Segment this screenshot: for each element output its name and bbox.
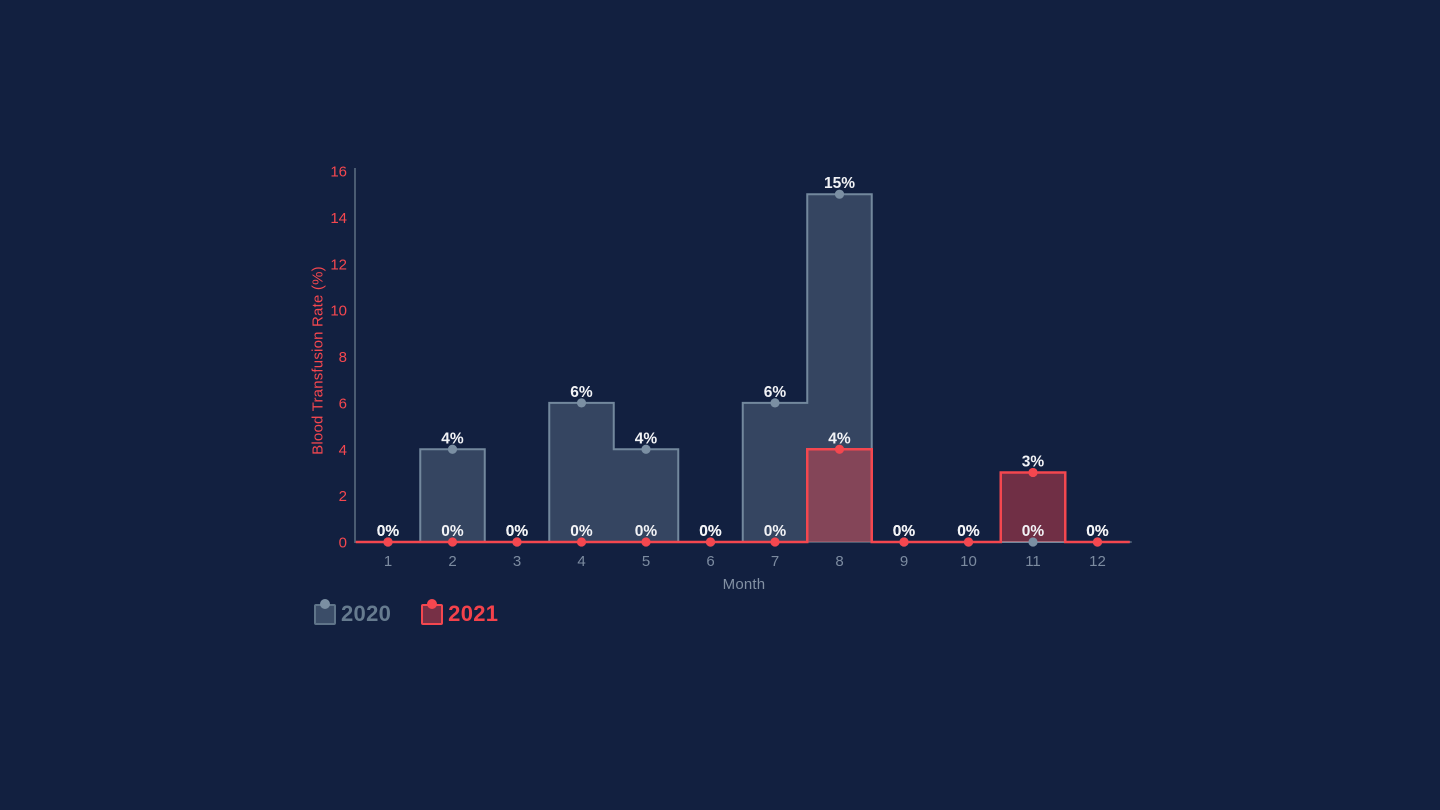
data-point-marker-2021 xyxy=(512,537,522,547)
legend-label-2020: 2020 xyxy=(341,601,392,626)
data-point-marker-2021 xyxy=(1092,537,1103,547)
data-point-marker-2020 xyxy=(834,189,845,199)
x-tick-label: 1 xyxy=(384,553,392,570)
data-point-label-2020: 6% xyxy=(764,384,787,401)
data-point-label-2021: 0% xyxy=(635,523,658,540)
y-tick-label: 8 xyxy=(339,349,347,366)
legend: 2020 2021 xyxy=(314,598,528,627)
data-point-label-2020: 4% xyxy=(441,430,464,447)
data-point-marker-2021 xyxy=(641,537,651,547)
data-point-label-2021: 0% xyxy=(893,523,916,540)
data-point-marker-2020 xyxy=(641,444,651,454)
data-point-label-2021: 3% xyxy=(1022,453,1045,470)
x-tick-label: 2 xyxy=(448,553,456,570)
x-tick-label: 6 xyxy=(706,553,714,570)
data-point-marker-2021 xyxy=(963,537,974,547)
legend-swatch-2021 xyxy=(421,598,444,625)
y-tick-label: 16 xyxy=(330,164,347,181)
data-point-label-2020: 0% xyxy=(377,523,400,540)
x-tick-label: 3 xyxy=(513,553,521,570)
data-point-label-2021: 0% xyxy=(506,523,529,540)
y-tick-label: 0 xyxy=(339,535,347,552)
data-point-label-2020: 0% xyxy=(957,523,980,540)
x-tick-label: 12 xyxy=(1089,553,1106,570)
data-point-marker-2020 xyxy=(1028,537,1038,547)
legend-label-2021: 2021 xyxy=(448,601,499,626)
legend-marker-dot xyxy=(320,598,330,609)
legend-item-2020[interactable]: 2020 xyxy=(314,598,392,627)
data-point-label-2021: 0% xyxy=(764,523,787,540)
data-point-marker-2021 xyxy=(770,537,780,547)
data-point-marker-2020 xyxy=(576,398,587,408)
y-tick-label: 12 xyxy=(330,256,347,273)
data-point-label-2020: 0% xyxy=(506,523,529,540)
data-point-label-2021: 4% xyxy=(828,430,851,447)
x-tick-label: 5 xyxy=(642,553,650,570)
data-point-marker-2021 xyxy=(383,537,393,547)
x-tick-label: 4 xyxy=(577,553,585,570)
x-tick-label: 8 xyxy=(835,553,843,570)
x-tick-label: 7 xyxy=(771,553,779,570)
data-point-label-2020: 4% xyxy=(635,430,658,447)
y-tick-label: 14 xyxy=(330,210,347,227)
series-2021-area xyxy=(355,449,1130,542)
data-point-label-2020: 0% xyxy=(893,523,916,540)
data-point-label-2021: 0% xyxy=(957,523,980,540)
data-point-label-2021: 0% xyxy=(377,523,400,540)
data-point-label-2020: 0% xyxy=(1086,523,1109,540)
data-point-label-2020: 0% xyxy=(1022,523,1045,540)
data-point-label-2020: 6% xyxy=(570,384,593,401)
legend-item-2021[interactable]: 2021 xyxy=(421,598,499,627)
y-tick-label: 4 xyxy=(339,442,347,459)
data-point-label-2021: 0% xyxy=(441,523,464,540)
data-point-marker-2021 xyxy=(834,444,845,454)
legend-swatch-2020 xyxy=(314,598,336,625)
legend-marker-dot xyxy=(427,598,438,609)
data-point-label-2020: 0% xyxy=(699,523,722,540)
data-point-label-2020: 15% xyxy=(824,175,855,192)
y-tick-label: 10 xyxy=(330,303,347,320)
data-point-marker-2020 xyxy=(770,398,780,408)
y-tick-label: 2 xyxy=(339,488,347,505)
data-point-marker-2021 xyxy=(576,537,587,547)
data-point-marker-2020 xyxy=(447,444,458,454)
x-tick-label: 9 xyxy=(900,553,908,570)
series-2021-line xyxy=(355,448,1130,544)
data-point-label-2021: 0% xyxy=(570,523,593,540)
data-point-marker-2021 xyxy=(447,537,458,547)
x-tick-label: 10 xyxy=(960,553,977,570)
data-point-label-2021: 0% xyxy=(1086,523,1109,540)
data-point-label-2021: 0% xyxy=(699,523,722,540)
y-tick-label: 6 xyxy=(339,395,347,412)
x-tick-label: 11 xyxy=(1025,553,1041,570)
data-point-marker-2021 xyxy=(1028,467,1038,478)
data-point-marker-2021 xyxy=(899,537,909,547)
data-point-marker-2021 xyxy=(705,537,716,547)
